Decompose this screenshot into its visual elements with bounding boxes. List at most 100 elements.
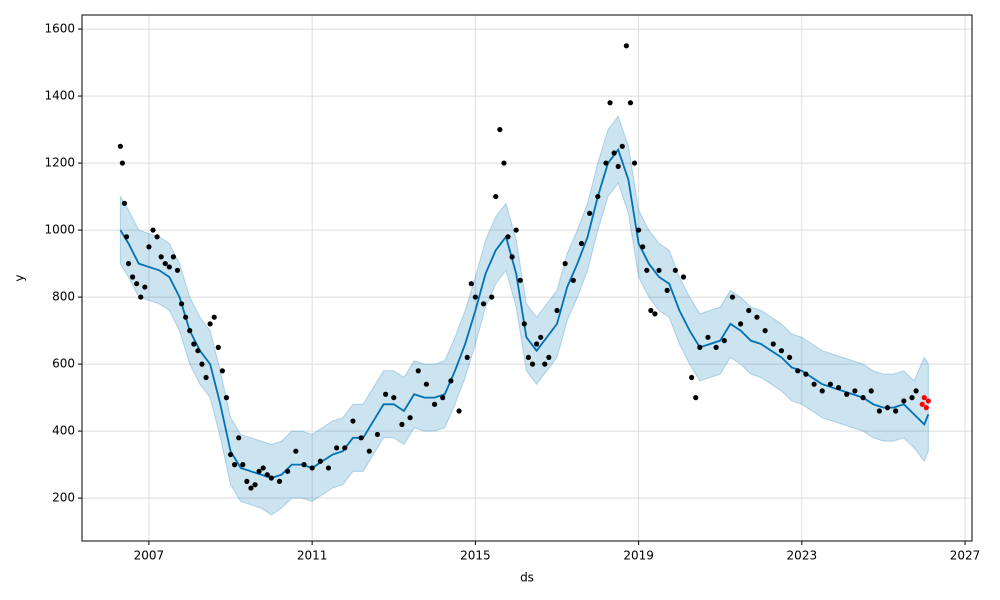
data-point xyxy=(546,354,552,361)
data-point xyxy=(232,462,238,468)
data-point xyxy=(415,368,421,374)
data-point xyxy=(811,381,817,387)
y-tick-label: 400 xyxy=(52,424,75,438)
data-point xyxy=(631,160,638,166)
x-tick-label: 2023 xyxy=(787,549,818,563)
data-point xyxy=(925,398,931,404)
data-point xyxy=(154,234,160,240)
data-point xyxy=(619,143,625,149)
data-point xyxy=(203,374,209,381)
data-point xyxy=(705,334,711,340)
data-point xyxy=(501,160,507,166)
plot-frame xyxy=(81,14,973,542)
data-point xyxy=(578,240,585,247)
data-point xyxy=(219,368,225,374)
data-point xyxy=(721,338,727,344)
y-tick-label: 1600 xyxy=(44,22,75,36)
data-point xyxy=(611,150,617,156)
data-point xyxy=(844,391,850,397)
data-point xyxy=(130,274,136,280)
data-point xyxy=(240,462,246,468)
data-point xyxy=(852,388,858,394)
data-point xyxy=(623,43,629,49)
uncertainty-band xyxy=(119,115,929,516)
x-tick-label: 2015 xyxy=(460,549,491,563)
data-point xyxy=(407,415,413,421)
data-point xyxy=(236,435,242,441)
data-point xyxy=(342,445,348,451)
data-point xyxy=(119,160,125,166)
data-point xyxy=(146,244,152,250)
data-point xyxy=(334,445,340,451)
data-point xyxy=(893,408,899,414)
data-point xyxy=(399,421,405,428)
data-point xyxy=(607,100,613,106)
data-point xyxy=(595,193,601,200)
y-tick-label: 1200 xyxy=(44,156,75,170)
data-point xyxy=(207,321,213,327)
y-axis-label: y xyxy=(13,274,27,281)
data-point xyxy=(644,267,650,273)
data-point xyxy=(819,388,825,394)
data-point xyxy=(754,314,760,320)
data-point xyxy=(786,354,793,361)
y-tick-label: 1400 xyxy=(44,89,75,103)
data-point xyxy=(693,395,699,401)
data-point xyxy=(256,468,262,474)
data-point xyxy=(264,472,270,478)
data-point xyxy=(468,281,474,287)
data-point xyxy=(713,344,719,350)
data-point xyxy=(215,344,221,350)
data-point xyxy=(835,384,842,391)
data-point xyxy=(309,465,315,471)
data-point xyxy=(366,448,372,454)
data-point xyxy=(652,311,658,317)
data-point xyxy=(195,348,201,354)
data-point xyxy=(738,321,744,327)
data-point xyxy=(183,314,189,320)
data-point xyxy=(142,284,148,290)
data-point xyxy=(174,267,181,273)
data-point xyxy=(317,458,323,464)
data-point xyxy=(554,307,560,314)
data-point xyxy=(795,368,801,374)
data-point xyxy=(770,341,776,347)
y-tick-label: 600 xyxy=(52,357,75,371)
data-point xyxy=(227,451,234,458)
data-point xyxy=(689,374,695,381)
data-point xyxy=(301,462,307,468)
data-point xyxy=(656,267,662,273)
data-point xyxy=(876,408,882,414)
data-point xyxy=(350,418,356,424)
data-point xyxy=(636,227,642,233)
data-point xyxy=(480,301,487,307)
data-point xyxy=(138,294,144,300)
data-point xyxy=(884,405,891,411)
data-point xyxy=(505,234,511,240)
data-point xyxy=(158,254,164,260)
data-point xyxy=(456,408,462,414)
data-point xyxy=(587,210,593,216)
data-point xyxy=(746,307,752,314)
data-point xyxy=(542,361,548,367)
data-point xyxy=(374,431,381,438)
data-point xyxy=(187,328,193,334)
data-point xyxy=(285,468,291,474)
y-tick-label: 1000 xyxy=(44,223,75,237)
data-point xyxy=(150,227,156,233)
data-point xyxy=(513,227,519,233)
data-point xyxy=(603,160,609,166)
data-point xyxy=(191,341,197,347)
data-point xyxy=(533,341,540,347)
data-point xyxy=(423,381,430,387)
data-point xyxy=(570,277,576,283)
data-point xyxy=(125,260,132,267)
data-point xyxy=(325,465,332,471)
x-tick-label: 2027 xyxy=(950,549,981,563)
data-point xyxy=(521,321,527,327)
data-point xyxy=(923,405,929,411)
data-point xyxy=(472,294,478,300)
data-point xyxy=(680,274,687,280)
data-point xyxy=(123,234,130,240)
data-point xyxy=(529,361,536,367)
